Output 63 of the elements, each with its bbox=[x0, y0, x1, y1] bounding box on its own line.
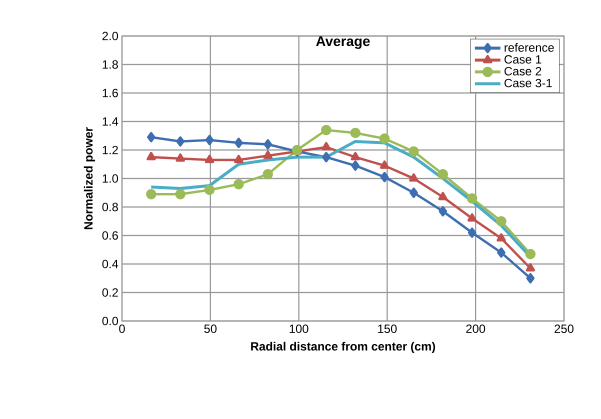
point bbox=[146, 132, 156, 142]
point bbox=[438, 206, 448, 216]
point bbox=[146, 188, 156, 200]
point bbox=[525, 248, 536, 260]
point bbox=[496, 216, 506, 226]
point bbox=[176, 136, 185, 147]
point bbox=[379, 133, 390, 144]
point bbox=[438, 192, 448, 200]
point bbox=[350, 128, 361, 138]
point bbox=[438, 169, 448, 180]
point bbox=[322, 152, 330, 162]
point bbox=[467, 213, 477, 222]
chart-title: Average bbox=[316, 36, 370, 49]
point bbox=[175, 188, 186, 200]
point bbox=[351, 160, 360, 171]
legend-label: Case 3-1 bbox=[504, 78, 552, 88]
y-tick-label: 0.4 bbox=[102, 260, 118, 268]
y-tick-label: 2.0 bbox=[102, 32, 118, 40]
point bbox=[380, 172, 389, 182]
point bbox=[263, 150, 273, 159]
point bbox=[146, 152, 156, 160]
point bbox=[264, 139, 272, 150]
point bbox=[526, 273, 535, 284]
x-tick-label: 250 bbox=[554, 324, 574, 333]
point bbox=[176, 153, 185, 162]
x-tick-label: 150 bbox=[378, 324, 397, 333]
x-tick-label: 0 bbox=[119, 324, 125, 333]
point bbox=[262, 169, 274, 180]
y-tick-label: 1.0 bbox=[102, 174, 118, 183]
point bbox=[468, 227, 476, 238]
point bbox=[322, 142, 331, 150]
point bbox=[408, 146, 419, 157]
point bbox=[205, 134, 214, 146]
y-tick-label: 0.6 bbox=[102, 231, 118, 240]
y-tick-label: 1.6 bbox=[102, 88, 118, 98]
point bbox=[410, 188, 418, 198]
x-axis-title: Radial distance from center (cm) bbox=[251, 342, 436, 353]
y-tick-label: 1.8 bbox=[102, 60, 118, 69]
point bbox=[321, 124, 332, 136]
x-tick-label: 200 bbox=[466, 324, 486, 333]
y-tick-label: 0.8 bbox=[102, 202, 118, 212]
point bbox=[234, 138, 243, 148]
legend-label: reference bbox=[504, 43, 554, 52]
point bbox=[380, 160, 390, 169]
point bbox=[204, 184, 215, 196]
point bbox=[526, 263, 536, 272]
point bbox=[409, 173, 418, 182]
point bbox=[496, 233, 506, 242]
x-tick-label: 50 bbox=[204, 324, 217, 333]
point bbox=[204, 154, 214, 164]
point bbox=[234, 154, 244, 164]
point bbox=[350, 152, 360, 160]
y-tick-label: 1.2 bbox=[102, 146, 118, 154]
x-tick-label: 100 bbox=[290, 324, 308, 333]
y-tick-label: 0.2 bbox=[102, 288, 118, 297]
legend-label: Case 2 bbox=[504, 67, 542, 76]
legend-label: Case 1 bbox=[504, 55, 542, 64]
y-tick-label: 1.4 bbox=[102, 117, 118, 126]
point bbox=[234, 179, 244, 190]
point bbox=[466, 193, 478, 204]
y-tick-label: 0.0 bbox=[102, 316, 118, 326]
point bbox=[497, 247, 506, 258]
y-axis-title: Normalized power bbox=[84, 127, 96, 230]
